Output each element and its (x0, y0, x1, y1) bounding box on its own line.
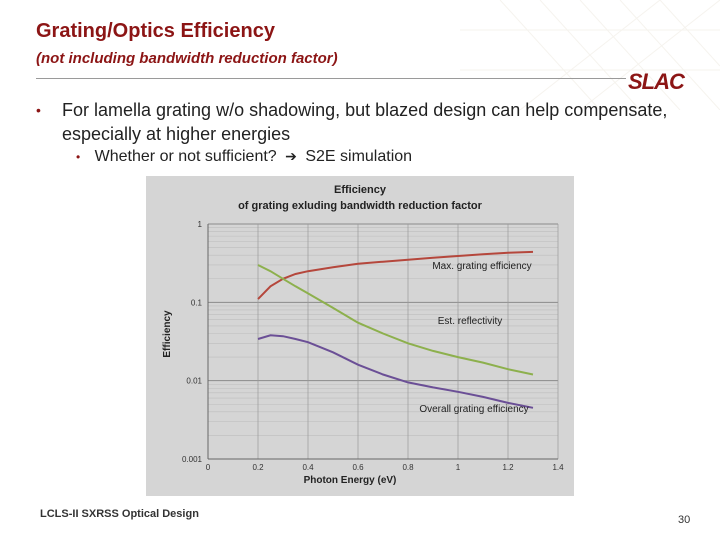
series-line-est-reflectivity (257, 264, 534, 376)
bullet-level1: • For lamella grating w/o shadowing, but… (36, 98, 686, 146)
chart-y-axis-label: Efficiency (162, 310, 173, 358)
x-tick-label: 1.2 (502, 463, 514, 472)
chart-title: Efficiency (334, 184, 387, 196)
chart-x-axis-label: Photon Energy (eV) (304, 475, 397, 486)
chart-series (257, 250, 534, 409)
chart-x-ticks: 0 0.2 0.4 0.6 0.8 1 1.2 1.4 (206, 463, 564, 472)
slide-subtitle: (not including bandwidth reduction facto… (36, 50, 338, 67)
chart-y-ticks: 1 0.1 0.01 0.001 (182, 220, 203, 464)
footer-text: LCLS-II SXRSS Optical Design (40, 508, 199, 520)
y-tick-label: 1 (198, 220, 203, 229)
bullet-level2-text-a: Whether or not sufficient? (94, 148, 277, 165)
bullet-level2-text-b: S2E simulation (305, 148, 413, 165)
page-number: 30 (678, 514, 691, 526)
title-divider (36, 78, 626, 79)
slac-logo: SLAC (628, 69, 685, 94)
y-tick-label: 0.01 (186, 377, 202, 386)
x-tick-label: 0.8 (402, 463, 414, 472)
chart-series-labels: Max. grating efficiency Est. reflectivity… (419, 261, 531, 415)
chart-gridlines (207, 223, 559, 460)
background-decoration (460, 0, 720, 110)
y-tick-label: 0.1 (191, 298, 203, 307)
slide-title: Grating/Optics Efficiency (36, 20, 275, 42)
bullet-dot-icon: • (76, 150, 81, 164)
x-tick-label: 0.2 (252, 463, 264, 472)
bullet-level1-text: For lamella grating w/o shadowing, but b… (62, 100, 668, 144)
series-line-overall-grating-efficiency (257, 334, 534, 409)
x-tick-label: 0 (206, 463, 211, 472)
bullet-level2: • Whether or not sufficient? ➔ S2E simul… (76, 148, 412, 166)
bullet-dot-icon: • (36, 102, 41, 118)
series-label-est-reflectivity: Est. reflectivity (438, 316, 502, 327)
x-tick-label: 0.4 (302, 463, 314, 472)
x-tick-label: 0.6 (352, 463, 364, 472)
efficiency-chart: Efficiency of grating exluding bandwidth… (146, 176, 574, 496)
series-label-overall-grating-efficiency: Overall grating efficiency (419, 404, 528, 415)
x-tick-label: 1 (456, 463, 461, 472)
chart-subtitle: of grating exluding bandwidth reduction … (238, 200, 483, 212)
right-arrow-icon: ➔ (285, 148, 297, 164)
y-tick-label: 0.001 (182, 455, 203, 464)
series-label-max-grating-efficiency: Max. grating efficiency (432, 261, 531, 272)
series-line-max-grating-efficiency (257, 250, 534, 300)
x-tick-label: 1.4 (552, 463, 564, 472)
chart-svg: Efficiency of grating exluding bandwidth… (162, 184, 564, 486)
